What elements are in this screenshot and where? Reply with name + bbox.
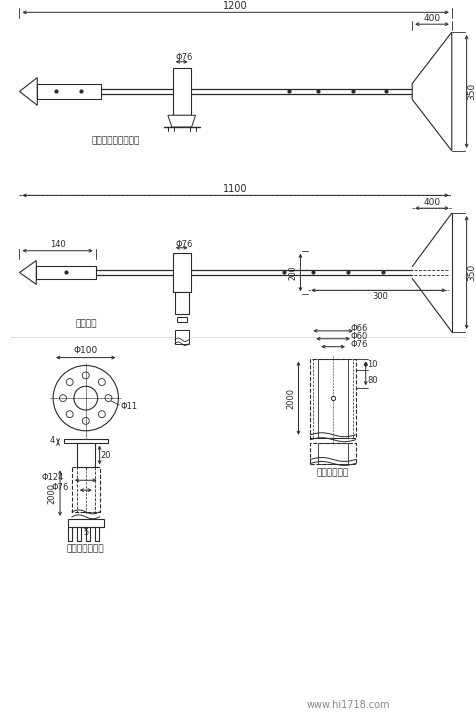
Text: 2000: 2000 [286,387,295,408]
Text: 20: 20 [100,450,110,460]
Text: Φ100: Φ100 [73,346,98,355]
Text: 金属风向标外观尺寸: 金属风向标外观尺寸 [91,136,139,146]
Polygon shape [174,292,188,314]
Polygon shape [64,439,107,442]
Polygon shape [77,442,94,468]
Polygon shape [36,266,96,279]
Text: 法兰底座尺寸图: 法兰底座尺寸图 [67,544,104,553]
Polygon shape [20,261,36,285]
Text: 140: 140 [50,240,65,249]
Text: 200: 200 [288,265,297,279]
Text: 300: 300 [371,292,387,300]
Text: 换套连接尺寸: 换套连接尺寸 [316,468,348,477]
Polygon shape [68,519,103,527]
Text: 350: 350 [466,264,475,281]
Polygon shape [174,330,188,344]
Text: Φ124: Φ124 [41,473,64,481]
Text: 环套连接: 环套连接 [75,319,96,329]
Text: Φ60: Φ60 [350,332,367,341]
Text: Φ66: Φ66 [350,324,367,333]
Text: 80: 80 [367,376,377,385]
Text: 350: 350 [466,83,475,100]
Text: Φ76: Φ76 [350,340,367,349]
Text: 1100: 1100 [223,185,248,195]
Polygon shape [172,253,190,292]
Text: 4: 4 [50,436,55,445]
Polygon shape [172,68,190,115]
Text: 1200: 1200 [223,1,248,12]
Text: Φ76: Φ76 [51,483,69,492]
Polygon shape [20,77,37,105]
Polygon shape [37,83,100,99]
Text: 400: 400 [423,198,440,207]
Text: 5: 5 [83,529,88,537]
Text: Φ76: Φ76 [175,240,192,249]
Polygon shape [168,115,195,127]
Text: 2000: 2000 [48,483,57,504]
Text: www.hi1718.com: www.hi1718.com [306,700,389,710]
Text: Φ11: Φ11 [120,402,137,411]
Text: Φ76: Φ76 [175,54,192,62]
Polygon shape [177,317,186,322]
Text: 400: 400 [423,14,440,22]
Text: 10: 10 [367,360,377,369]
Polygon shape [411,32,451,151]
